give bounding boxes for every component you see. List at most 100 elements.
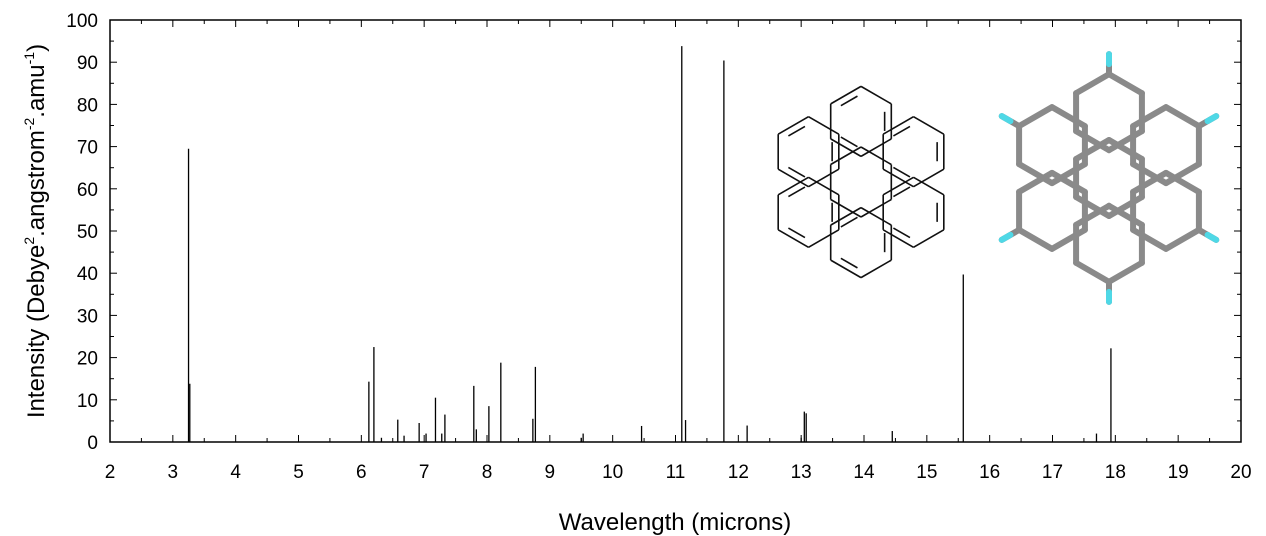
axis-ticks <box>109 19 1242 443</box>
cc-bond <box>1130 104 1169 130</box>
x-tick-label: 5 <box>293 462 304 483</box>
y-tick-label: 50 <box>77 222 98 243</box>
double-bond-line <box>840 95 858 107</box>
y-tick-label: 40 <box>77 264 98 285</box>
x-tick-label: 13 <box>791 462 812 483</box>
x-tick-label: 7 <box>419 462 430 483</box>
x-tick-label: 10 <box>602 462 623 483</box>
x-tick-label: 14 <box>853 462 875 483</box>
x-tick-label: 3 <box>168 462 179 483</box>
cc-bond <box>1130 226 1169 252</box>
y-tick-label: 70 <box>77 138 98 159</box>
cc-bond <box>1049 161 1088 187</box>
coronene-ball-and-stick-model <box>998 51 1220 305</box>
double-bond-line <box>840 216 858 228</box>
cc-bond <box>1163 161 1202 187</box>
x-tick-label: 12 <box>728 462 749 483</box>
y-tick-label: 10 <box>77 391 98 412</box>
bond-line <box>860 259 892 279</box>
cc-bond <box>1016 226 1055 252</box>
double-bond-line <box>893 125 911 137</box>
bond-line <box>808 115 840 135</box>
bond-line <box>777 168 809 188</box>
cc-bond <box>1106 137 1145 162</box>
double-bond-line <box>788 166 806 178</box>
hydrogen-atom <box>998 231 1014 243</box>
double-bond-line <box>893 186 911 198</box>
double-bond-line <box>788 227 806 239</box>
bond-line <box>830 85 862 105</box>
double-bond-line <box>788 125 806 137</box>
cc-bond <box>1049 226 1088 252</box>
bond-line <box>913 115 945 135</box>
bond-line <box>882 115 914 135</box>
cc-bond <box>1130 161 1169 187</box>
hydrogen-atom <box>1204 113 1220 125</box>
y-tick-label: 60 <box>77 180 98 201</box>
x-tick-label: 16 <box>979 462 1000 483</box>
y-tick-label: 100 <box>66 11 98 32</box>
x-tick-labels: 2 3 4 5 6 7 8 9 10 11 12 13 14 15 16 17 18 19 20 <box>105 462 1252 483</box>
cc-bond <box>1130 169 1169 195</box>
bond-line <box>777 229 809 249</box>
bond-line <box>808 176 840 196</box>
bond-line <box>913 168 945 188</box>
bond-line <box>830 198 862 218</box>
cc-bond <box>1163 226 1202 252</box>
cc-bond <box>1073 194 1112 219</box>
cc-bond <box>1106 194 1145 219</box>
cc-bond <box>1106 128 1145 154</box>
x-tick-label: 17 <box>1042 462 1063 483</box>
bond-line <box>913 176 945 196</box>
cc-bond <box>1073 71 1112 97</box>
x-tick-label: 18 <box>1105 462 1126 483</box>
x-tick-label: 4 <box>230 462 241 483</box>
bond-line <box>882 168 914 188</box>
y-axis-title: Intensity (Debye2.angstrom-2.amu-1) <box>21 44 50 418</box>
bond-line <box>860 138 892 158</box>
y-tick-label: 20 <box>77 349 98 370</box>
bond-line <box>860 146 892 166</box>
bond-line <box>830 146 862 166</box>
y-tick-label: 0 <box>87 433 98 454</box>
bond-line <box>777 176 809 196</box>
bond-line <box>830 206 862 226</box>
cc-bond <box>1106 71 1145 97</box>
double-bond-line <box>893 227 911 239</box>
bond-line <box>860 198 892 218</box>
spectrum-bars <box>187 46 1112 442</box>
bond-line <box>860 85 892 105</box>
y-tick-label: 80 <box>77 95 98 116</box>
y-tick-labels: 0 10 20 30 40 50 60 70 80 90 100 <box>66 11 98 454</box>
cc-bond <box>1073 259 1112 285</box>
double-bond-line <box>893 166 911 178</box>
bond-line <box>830 138 862 158</box>
plot-frame <box>109 19 1242 443</box>
bond-line <box>808 229 840 249</box>
y-tick-label: 30 <box>77 306 98 327</box>
cc-bond <box>1049 104 1088 130</box>
bond-line <box>860 206 892 226</box>
cc-bond <box>1016 169 1055 195</box>
cc-bond <box>1106 202 1145 228</box>
x-axis-title: Wavelength (microns) <box>559 509 792 536</box>
bond-line <box>913 229 945 249</box>
bond-line <box>777 115 809 135</box>
double-bond-line <box>840 136 858 148</box>
cc-bond <box>1016 104 1055 130</box>
x-tick-label: 9 <box>545 462 556 483</box>
bond-line <box>830 259 862 279</box>
bond-line <box>882 229 914 249</box>
x-tick-label: 20 <box>1230 462 1251 483</box>
x-tick-label: 11 <box>666 462 686 483</box>
cc-bond <box>1163 104 1202 130</box>
x-tick-label: 8 <box>482 462 493 483</box>
cc-bond <box>1049 169 1088 195</box>
hydrogen-atom <box>1204 231 1220 243</box>
cc-bond <box>1016 161 1055 187</box>
hydrogen-atom <box>998 113 1014 125</box>
cc-bond <box>1163 169 1202 195</box>
coronene-kekule-structure <box>777 85 945 279</box>
y-tick-label: 90 <box>77 53 98 74</box>
